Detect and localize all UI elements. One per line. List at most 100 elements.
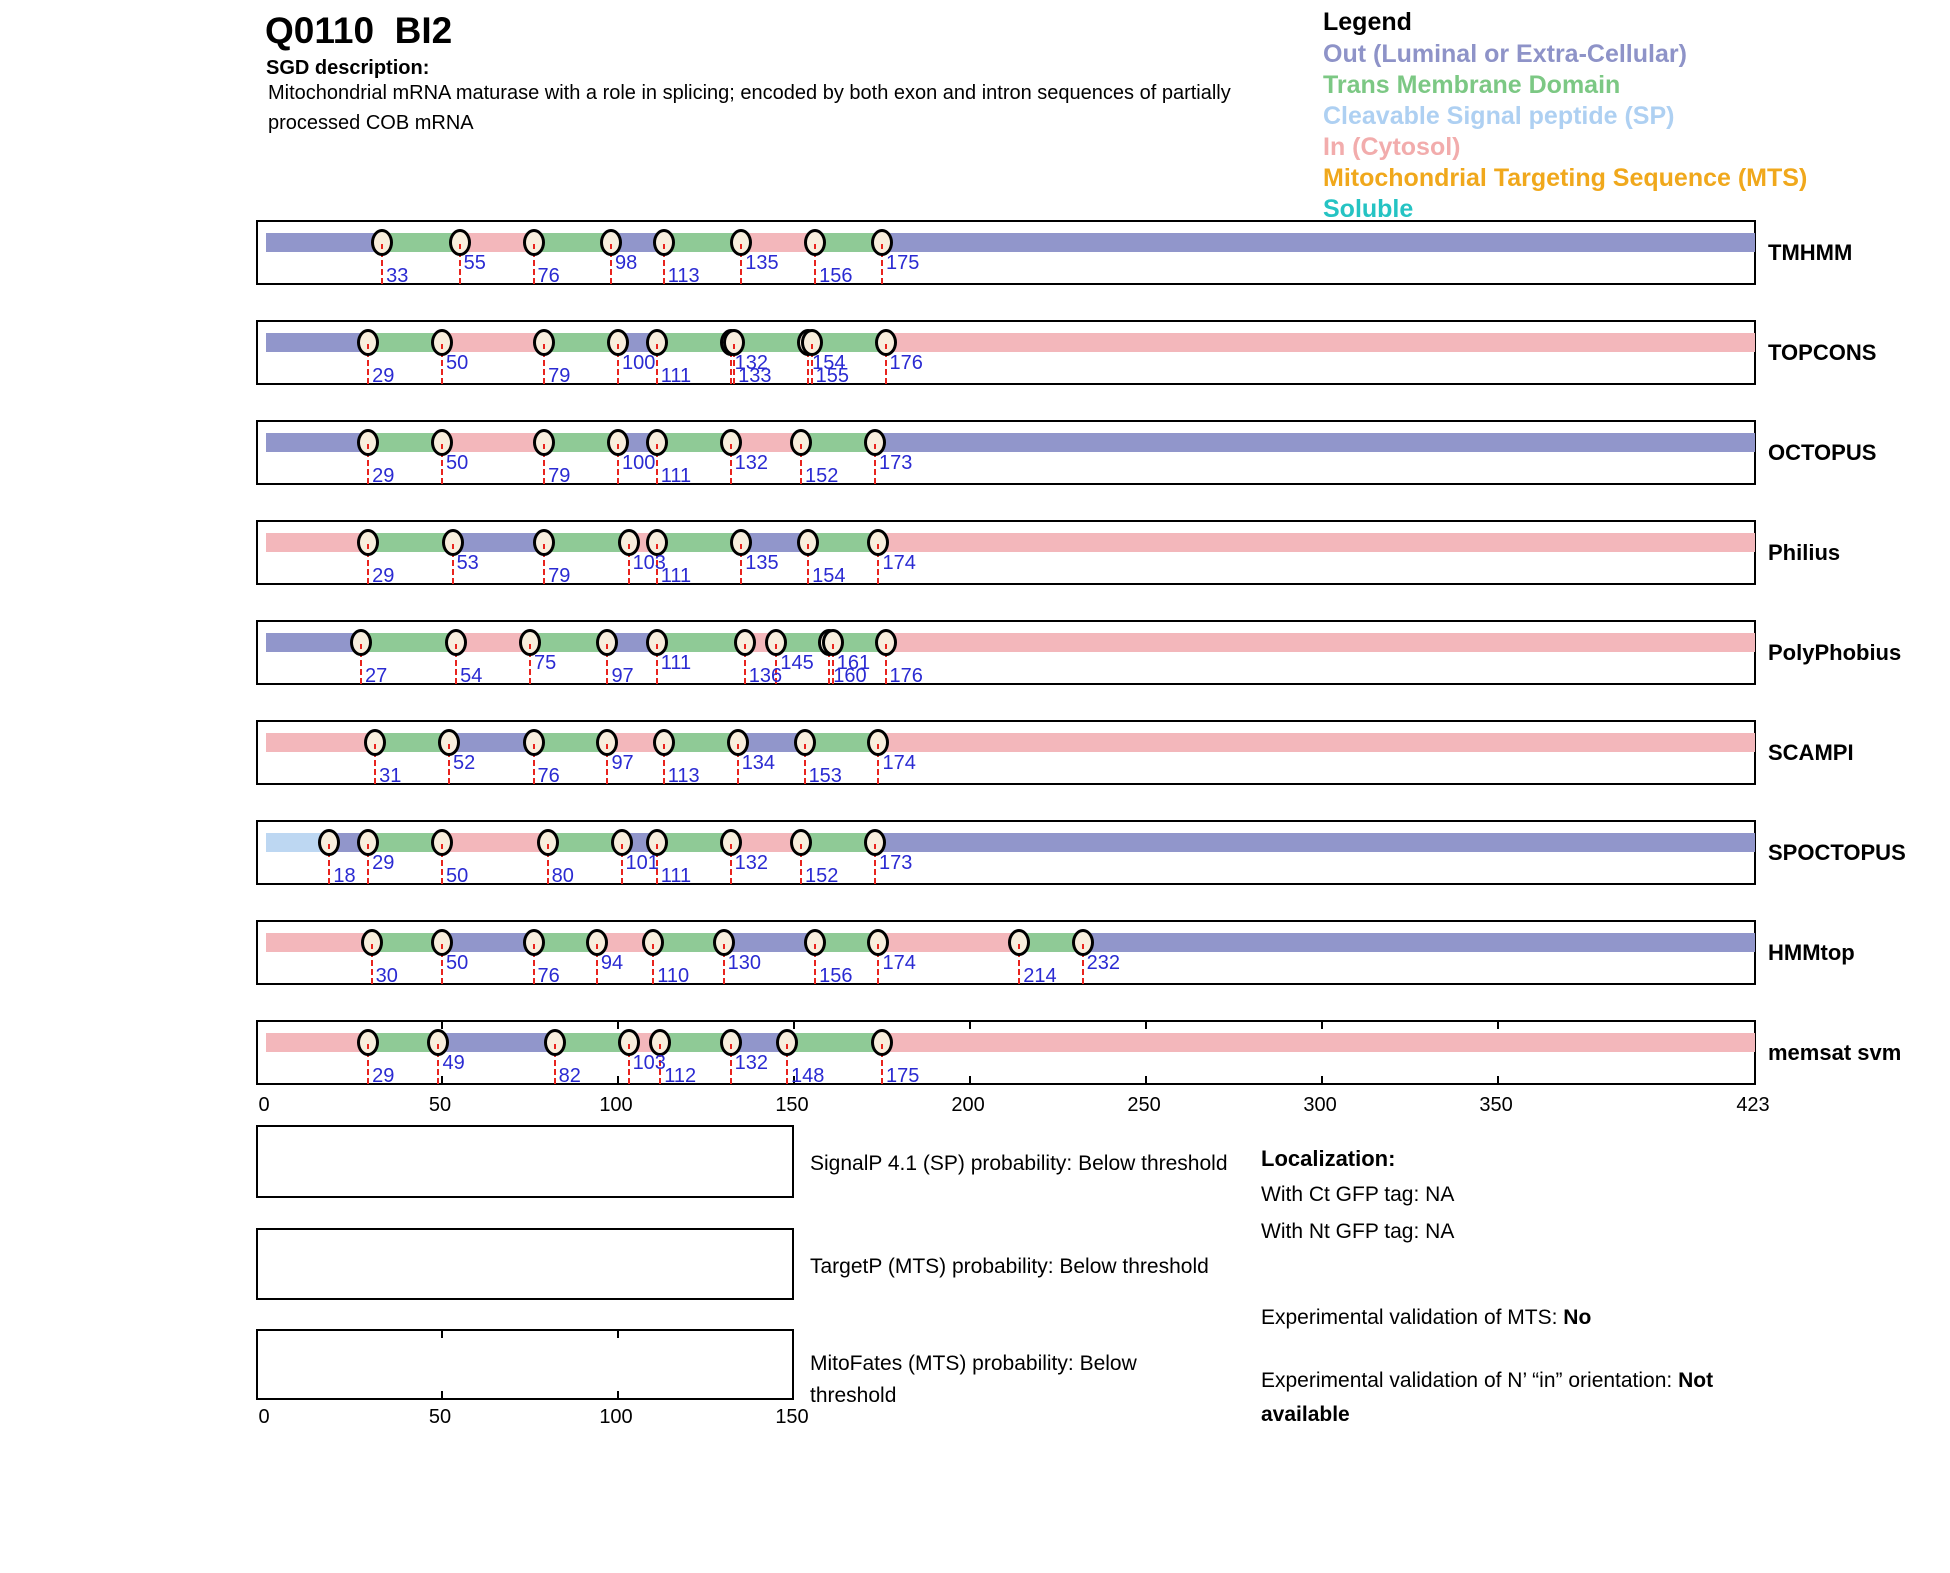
sgd-description-text: Mitochondrial mRNA maturase with a role … [268,78,1231,138]
track-box-spoctopus: 18 29 50 80 101 111 132 152 173 [256,820,1756,887]
boundary-circle [431,429,453,456]
legend-item-sp: Cleavable Signal peptide (SP) [1323,102,1675,130]
boundary-position-label: 97 [611,665,634,687]
boundary-dashed-line [807,542,810,584]
boundary-position-label: 29 [372,365,395,387]
topology-segment-tm [811,333,886,352]
mitofates-label-line: MitoFates (MTS) probability: Below [810,1352,1137,1375]
boundary-position-label: 100 [622,352,656,374]
boundary-position-label: 176 [889,352,923,374]
topology-segment-out [730,1033,787,1052]
boundary-circle [438,729,461,756]
axis-tick [969,1022,972,1029]
topology-segment-tm [653,933,724,952]
topology-segment-tm [663,733,738,752]
track-box-polyphobius: 27 54 75 97 111 136 145 160 161 176 [256,620,1756,687]
boundary-position-label: 214 [1023,965,1057,987]
boundary-circle [522,929,545,956]
boundary-circle [867,729,890,756]
topology-segment-tm [544,333,618,352]
axis-tick [441,1331,443,1338]
boundary-dashed-line [800,842,803,884]
boundary-dashed-line [617,342,619,384]
boundary-position-label: 50 [446,865,469,887]
boundary-circle [804,929,827,956]
boundary-position-label: 175 [886,1065,920,1087]
boundary-position-label: 79 [548,465,571,487]
boundary-position-label: 111 [660,652,692,674]
boundary-position-label: 30 [375,965,398,987]
topology-segment-out [741,533,809,552]
topology-segment-tm [656,433,731,452]
topology-segment-in [266,733,376,752]
boundary-dashed-line [609,242,612,284]
boundary-dashed-line [655,542,658,584]
boundary-dashed-line [655,442,658,484]
topology-segment-tm [656,633,745,652]
topology-segment-out [266,333,369,352]
boundary-position-label: 53 [456,552,479,574]
topology-segment-tm [533,233,611,252]
topology-segment-out [610,233,664,252]
axis-tick [441,1076,443,1083]
boundary-circle [357,329,380,356]
boundary-circle [1071,929,1094,956]
boundary-position-label: 33 [386,265,409,287]
boundary-circle [730,229,753,256]
boundary-dashed-line [367,1042,370,1084]
boundary-dashed-line [873,442,876,484]
boundary-position-label: 133 [738,365,772,387]
x-axis-tick-label: 300 [1303,1094,1337,1116]
topology-segment-out [723,933,816,952]
boundary-dashed-line [785,1042,788,1084]
boundary-circle [874,329,897,356]
boundary-dashed-line [655,342,658,384]
boundary-circle [431,329,453,356]
boundary-dashed-line [722,942,725,984]
boundary-circle [596,629,619,656]
boundary-position-label: 18 [333,865,356,887]
x-axis-tick-label: 200 [951,1094,985,1116]
topology-segment-in [741,233,816,252]
legend-item-soluble: Soluble [1323,195,1414,223]
boundary-circle [790,829,813,856]
boundary-position-label: 132 [734,452,769,474]
topology-segment-tm [660,1033,731,1052]
topology-segment-in [878,933,1020,952]
topology-segment-tm [533,733,608,752]
boundary-circle [364,729,387,756]
boundary-circle [726,729,749,756]
boundary-position-label: 50 [446,352,469,374]
boundary-circle [730,529,753,556]
axis-tick [441,1022,443,1029]
legend-item-tm: Trans Membrane Domain [1323,71,1621,99]
boundary-dashed-line [740,242,743,284]
track-label-memsat-svm: memsat svm [1768,1040,1902,1065]
track-box-philius: 29 53 79 103 111 135 154 174 [256,520,1756,587]
boundary-position-label: 113 [667,765,700,787]
topology-segment-tm [815,933,879,952]
boundary-dashed-line [455,642,458,684]
boundary-dashed-line [655,642,658,684]
boundary-dashed-line [884,642,887,684]
topology-segment-sp [266,833,330,852]
topology-segment-tm [544,433,618,452]
boundary-circle [790,429,813,456]
boundary-position-label: 153 [808,765,842,787]
boundary-dashed-line [831,642,834,684]
boundary-circle [1008,929,1031,956]
topology-segment-out [452,533,545,552]
boundary-dashed-line [367,842,370,884]
axis-tick [617,1022,619,1029]
topology-segment-tm [801,833,875,852]
boundary-dashed-line [800,442,803,484]
boundary-position-label: 101 [625,852,659,874]
boundary-position-label: 174 [882,552,916,574]
boundary-position-label: 152 [805,465,839,487]
boundary-dashed-line [881,242,884,284]
boundary-circle [645,829,668,856]
topology-segment-out [737,733,805,752]
orientation-validation-text: Experimental validation of N’ “in” orien… [1261,1369,1679,1392]
probability-axis-tick-label: 0 [258,1406,270,1428]
boundary-circle [765,629,788,656]
